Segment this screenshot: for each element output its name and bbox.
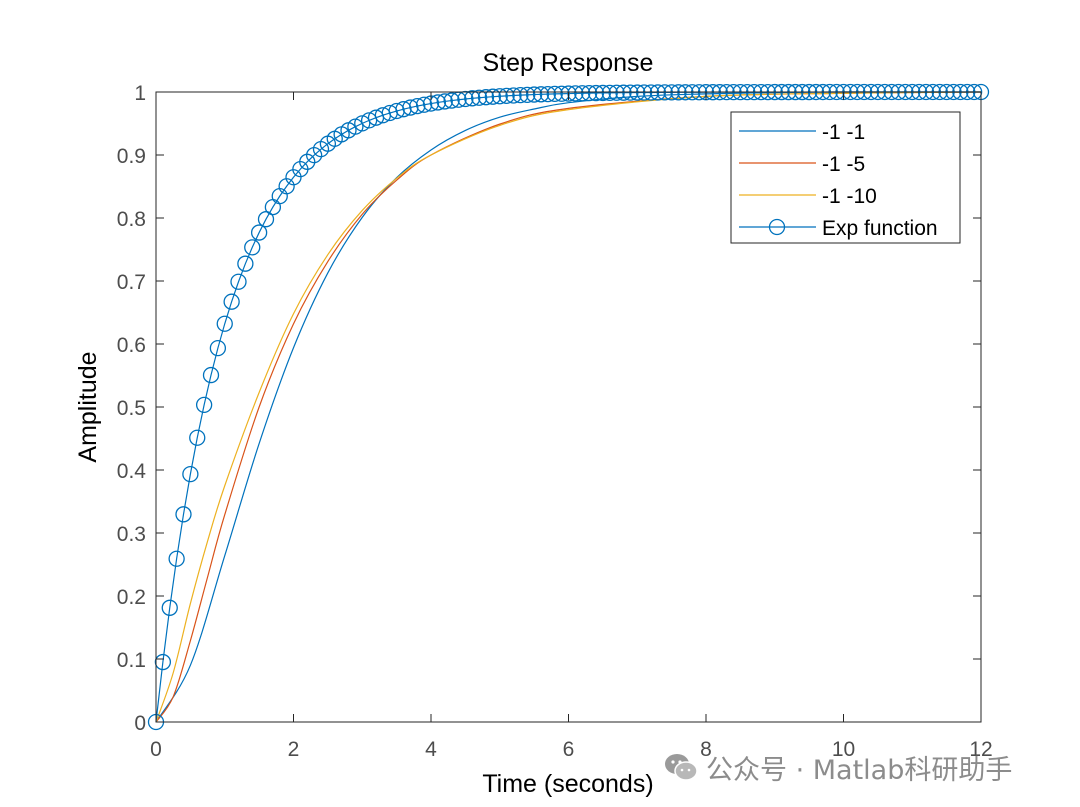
- y-tick-label: 0.8: [117, 208, 146, 231]
- data-point: [230, 273, 247, 290]
- x-axis-title: Time (seconds): [482, 770, 653, 798]
- y-tick-label: 0.3: [117, 523, 146, 546]
- y-axis-title: Amplitude: [74, 351, 102, 462]
- data-point: [154, 653, 172, 671]
- data-point: [519, 86, 536, 103]
- legend-label: -1 -5: [822, 153, 865, 176]
- data-point: [525, 86, 543, 103]
- legend-entry: -1 -5: [739, 153, 865, 176]
- x-tick-label: 6: [563, 738, 575, 761]
- data-point: [512, 86, 529, 104]
- legend-entry: -1 -10: [739, 185, 877, 208]
- data-point: [615, 84, 632, 101]
- y-tick-label: 1: [134, 82, 146, 105]
- data-point: [532, 86, 550, 103]
- data-point: [182, 465, 199, 483]
- x-tick-label: 8: [700, 738, 712, 761]
- data-point: [354, 115, 371, 132]
- data-point: [477, 89, 495, 106]
- data-point: [409, 97, 426, 115]
- legend: -1 -1 -1 -5 -1 -10 Exp function: [730, 111, 961, 244]
- data-point: [539, 85, 557, 103]
- legend-label: -1 -10: [822, 185, 877, 208]
- y-tick-label: 0.1: [117, 649, 146, 672]
- data-point: [402, 99, 419, 116]
- x-tick-label: 2: [288, 738, 300, 761]
- legend-label: -1 -1: [822, 121, 865, 144]
- data-point: [546, 85, 563, 103]
- data-point: [567, 85, 584, 102]
- legend-marker: [768, 218, 786, 236]
- legend-label: Exp function: [822, 217, 938, 240]
- data-point: [161, 599, 178, 616]
- data-point: [505, 87, 522, 104]
- data-point: [189, 429, 206, 446]
- legend-box: [730, 111, 961, 244]
- data-point: [202, 366, 220, 384]
- y-tick-label: 0: [134, 712, 146, 735]
- data-point: [470, 89, 488, 106]
- data-point: [464, 90, 481, 107]
- y-tick-label: 0.9: [117, 145, 146, 168]
- watermark: 公众号 · Matlab科研助手: [664, 747, 1012, 787]
- y-tick-label: 0.4: [117, 460, 147, 483]
- wechat-icon: [665, 754, 698, 781]
- y-tick-label: 0.2: [117, 586, 146, 609]
- legend-entry: Exp function: [739, 217, 938, 240]
- data-point: [580, 85, 598, 102]
- data-point: [168, 550, 185, 567]
- data-point: [257, 211, 275, 228]
- data-point: [237, 255, 254, 272]
- axes-layer: 0 2 4 6 8 10 12 0 0.1 0.2 0.3 0.4 0.5 0.6 0.7 0.8 0.9 1: [117, 82, 993, 761]
- data-point: [491, 88, 508, 105]
- watermark-text: 公众号 · Matlab科研助手: [706, 754, 1013, 786]
- data-point: [635, 84, 653, 101]
- data-point: [195, 396, 213, 414]
- data-point: [216, 315, 233, 332]
- x-tick-label: 10: [832, 738, 855, 761]
- x-tick-label: 12: [969, 738, 992, 761]
- data-point: [594, 84, 612, 102]
- data-point: [587, 84, 605, 102]
- data-point: [175, 506, 192, 523]
- x-tick-label: 0: [150, 738, 162, 761]
- data-point: [484, 88, 502, 105]
- data-point: [244, 239, 261, 256]
- data-point: [443, 92, 460, 109]
- data-point: [629, 84, 646, 101]
- data-point: [601, 84, 618, 102]
- data-point: [574, 85, 591, 102]
- y-tick-label: 0.6: [117, 334, 146, 357]
- data-point: [498, 87, 515, 104]
- data-point: [553, 85, 570, 102]
- x-tick-label: 4: [425, 738, 437, 761]
- data-point: [560, 85, 577, 102]
- data-point: [415, 96, 433, 113]
- data-point: [250, 224, 268, 241]
- data-point: [223, 293, 240, 310]
- data-point: [622, 84, 639, 101]
- legend-entry: -1 -1: [739, 121, 865, 144]
- y-tick-label: 0.5: [117, 397, 146, 420]
- data-point: [429, 94, 447, 111]
- data-point: [608, 84, 625, 101]
- chart-title: Step Response: [483, 49, 654, 77]
- data-point: [436, 93, 453, 110]
- y-tick-label: 0.7: [117, 271, 146, 294]
- data-point: [209, 339, 227, 357]
